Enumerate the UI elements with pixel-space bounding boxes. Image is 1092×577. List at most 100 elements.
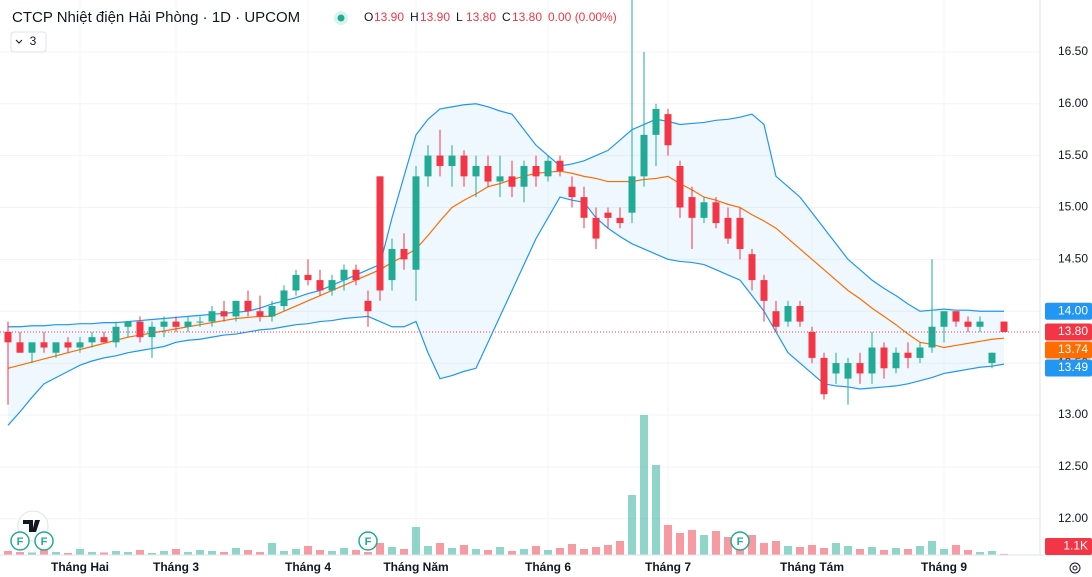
candle-body [856,363,864,374]
candle-body [4,331,12,343]
candle-body [52,342,60,353]
ohlc-value: 13.80 [512,10,542,24]
event-label: F [41,536,48,548]
volume-bar [640,415,648,555]
candle-body [28,342,36,353]
candle-body [832,363,840,374]
volume-bar [976,552,984,555]
candle-body [556,160,564,172]
ohlc-legend: O 13.90 H 13.90 L 13.80 C 13.80 0.00 (0.00%) [364,10,617,24]
event-marker[interactable] [10,531,30,551]
ohlc-value: 13.80 [466,10,496,24]
candle-body [652,108,660,135]
ohlc-key: L [456,10,463,24]
ohlc-key: H [410,10,419,24]
candle-body [544,160,552,177]
volume-bar [148,553,156,555]
candle-body [940,311,948,327]
volume-bar [832,543,840,555]
candle-body [520,165,528,187]
candle-body [256,311,264,317]
candle-body [748,254,756,281]
volume-bar [1000,553,1008,555]
volume-bar [88,552,96,555]
volume-bar [40,550,48,555]
y-tick-label: 12.00 [1058,511,1088,525]
candle-body [844,363,852,379]
volume-bar [784,546,792,555]
candle-body [388,248,396,281]
candle-body [676,165,684,208]
price-label: 13.80 [1058,324,1088,338]
volume-bar [604,545,612,555]
candle-body [724,217,732,239]
volume-bar [820,548,828,555]
volume-bar [496,547,504,555]
candle-body [136,321,144,338]
volume-bar [652,465,660,555]
volume-bar [580,549,588,555]
volume-bar [928,541,936,555]
volume-bar [220,552,228,555]
candle-body [160,321,168,327]
price-label: 14.00 [1058,303,1088,317]
event-marker[interactable] [358,531,378,551]
indicator-count: 3 [30,34,37,48]
candle-body [628,176,636,213]
indicator-toggle[interactable] [10,31,47,53]
x-tick-label: Tháng 9 [921,560,967,574]
candle-body [304,274,312,281]
volume-bar [352,550,360,555]
price-label: 13.49 [1058,360,1088,374]
volume-bar [400,549,408,555]
volume-bar [340,548,348,555]
settings-icon[interactable] [1069,562,1081,574]
ohlc-key: O [364,10,373,24]
volume-bar [76,549,84,555]
ohlc-value: 13.90 [420,10,450,24]
candle-body [220,311,228,317]
candle-body [508,176,516,187]
candle-body [772,311,780,327]
volume-bar [124,552,132,555]
candle-body [472,165,480,177]
event-marker[interactable] [34,531,54,551]
volume-label-box [1045,538,1092,555]
candle-body [124,321,132,327]
volume-bar [304,546,312,555]
volume-bar [544,550,552,555]
candle-body [424,155,432,177]
candle-body [892,352,900,369]
band-line-lower [7,196,1005,426]
volume-bar [328,551,336,555]
event-marker[interactable] [730,531,750,551]
volume-bar [868,547,876,555]
volume-bar [796,547,804,555]
price-label-box [1045,323,1092,341]
candle-body [16,342,24,353]
x-tick-label: Tháng 4 [285,560,331,574]
volume-bar [676,533,684,555]
volume-bar [892,548,900,555]
candle-body [340,269,348,281]
candle-body [688,197,696,218]
volume-bar [424,546,432,555]
candle-body [952,311,960,322]
candle-body [784,306,792,322]
candle-body [316,280,324,291]
candle-body [280,290,288,307]
volume-bar [844,546,852,555]
volume-bar [256,552,264,555]
candle-body [868,347,876,374]
band-fill [8,103,1004,426]
candle-body [196,321,204,323]
ohlc-key: C [502,10,511,24]
event-label: F [17,536,24,548]
volume-bar [112,551,120,555]
volume-bar [136,550,144,555]
candle-body [664,114,672,146]
candle-body [820,357,828,395]
candle-body [904,352,912,358]
candle-body [112,326,120,343]
